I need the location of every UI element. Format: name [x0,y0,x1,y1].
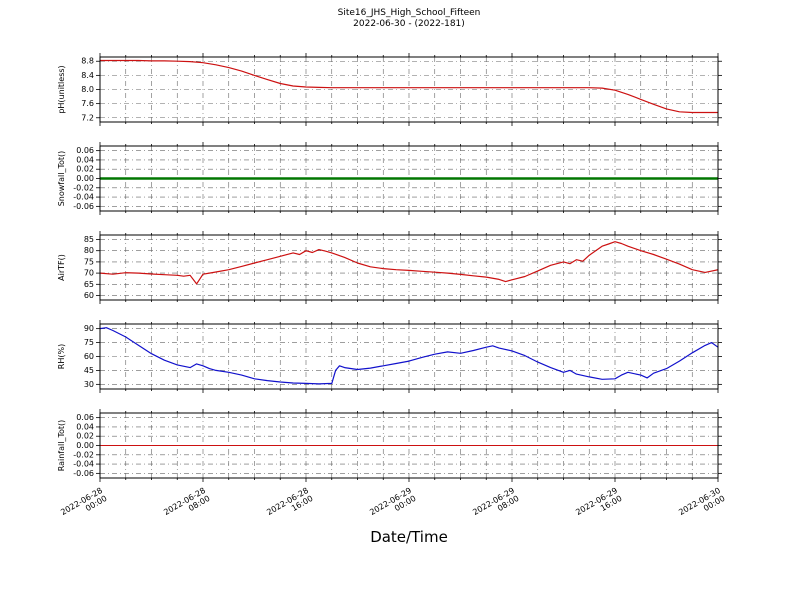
airtf-ytick-label: 80 [84,246,94,255]
rh-ytick-label: 30 [84,380,94,389]
rh-axis-label: RH(%) [57,344,66,369]
rh-ytick-label: 75 [84,338,94,347]
ph-ytick-label: 8.0 [81,85,94,94]
rh-ytick-label: 90 [84,324,94,333]
rh-ytick-label: 60 [84,352,94,361]
rh-series-line [100,327,718,385]
snowfall-ytick-label: -0.04 [73,193,94,202]
airtf-ytick-label: 85 [84,235,94,244]
chart-subtitle: 2022-06-30 - (2022-181) [353,19,465,29]
snowfall-ytick-label: 0.04 [76,155,94,164]
xtick-label: 2022-06-2816:00 [265,486,314,525]
rainfall-ytick-label: 0.04 [76,422,94,431]
xtick-label: 2022-06-2900:00 [368,486,417,525]
rainfall-ytick-label: 0.02 [76,432,94,441]
panel-snowfall: 0.060.040.020.00-0.02-0.04-0.06 Snowfall_… [57,142,722,215]
xtick-label: 2022-06-2908:00 [471,486,520,525]
panel-rh: 90 75 60 45 30 RH(%) [57,320,722,393]
xtick-label: 2022-06-3000:00 [677,486,726,525]
airtf-ytick-label: 65 [84,280,94,289]
ph-ytick-label: 7.6 [81,99,94,108]
snowfall-ytick-label: 0.06 [76,146,94,155]
rainfall-ytick-label: 0.06 [76,413,94,422]
airtf-ytick-label: 60 [84,291,94,300]
chart-title: Site16_JHS_High_School_Fifteen [337,8,481,18]
snowfall-ytick-label: 0.02 [76,165,94,174]
airtf-series-line [100,241,718,285]
x-axis-title: Date/Time [370,528,448,546]
ph-ytick-label: 7.2 [81,113,94,122]
panel-airtf: 85 80 75 70 65 60 AirTF() [57,231,722,304]
panel-rainfall: 0.060.040.020.00-0.02-0.04-0.06 Rainfall_… [57,409,722,482]
rainfall-ytick-label: 0.00 [76,441,94,450]
snowfall-ytick-label: -0.02 [73,183,94,192]
panel-ph: 8.8 8.4 8.0 7.6 7.2 pH(unitless) [57,53,722,126]
ph-axis-label: pH(unitless) [57,65,66,113]
xtick-label: 2022-06-2916:00 [574,486,623,525]
rh-ytick-label: 45 [84,366,94,375]
ph-ytick-label: 8.4 [81,71,94,80]
ph-series-line [100,59,718,114]
airtf-ytick-label: 75 [84,257,94,266]
xtick-label: 2022-06-2808:00 [162,486,211,525]
snowfall-axis-label: Snowfall_Tot() [57,151,66,207]
rainfall-ytick-label: -0.02 [73,450,94,459]
rainfall-ytick-label: -0.04 [73,460,94,469]
airtf-axis-label: AirTF() [57,254,66,281]
snowfall-ytick-label: -0.06 [73,202,94,211]
ph-ytick-label: 8.8 [81,57,94,66]
xtick-label: 2022-06-2800:00 [59,486,108,525]
snowfall-ytick-label: 0.00 [76,174,94,183]
rainfall-ytick-label: -0.06 [73,469,94,478]
rainfall-axis-label: Rainfall_Tot() [57,420,66,472]
airtf-ytick-label: 70 [84,269,94,278]
